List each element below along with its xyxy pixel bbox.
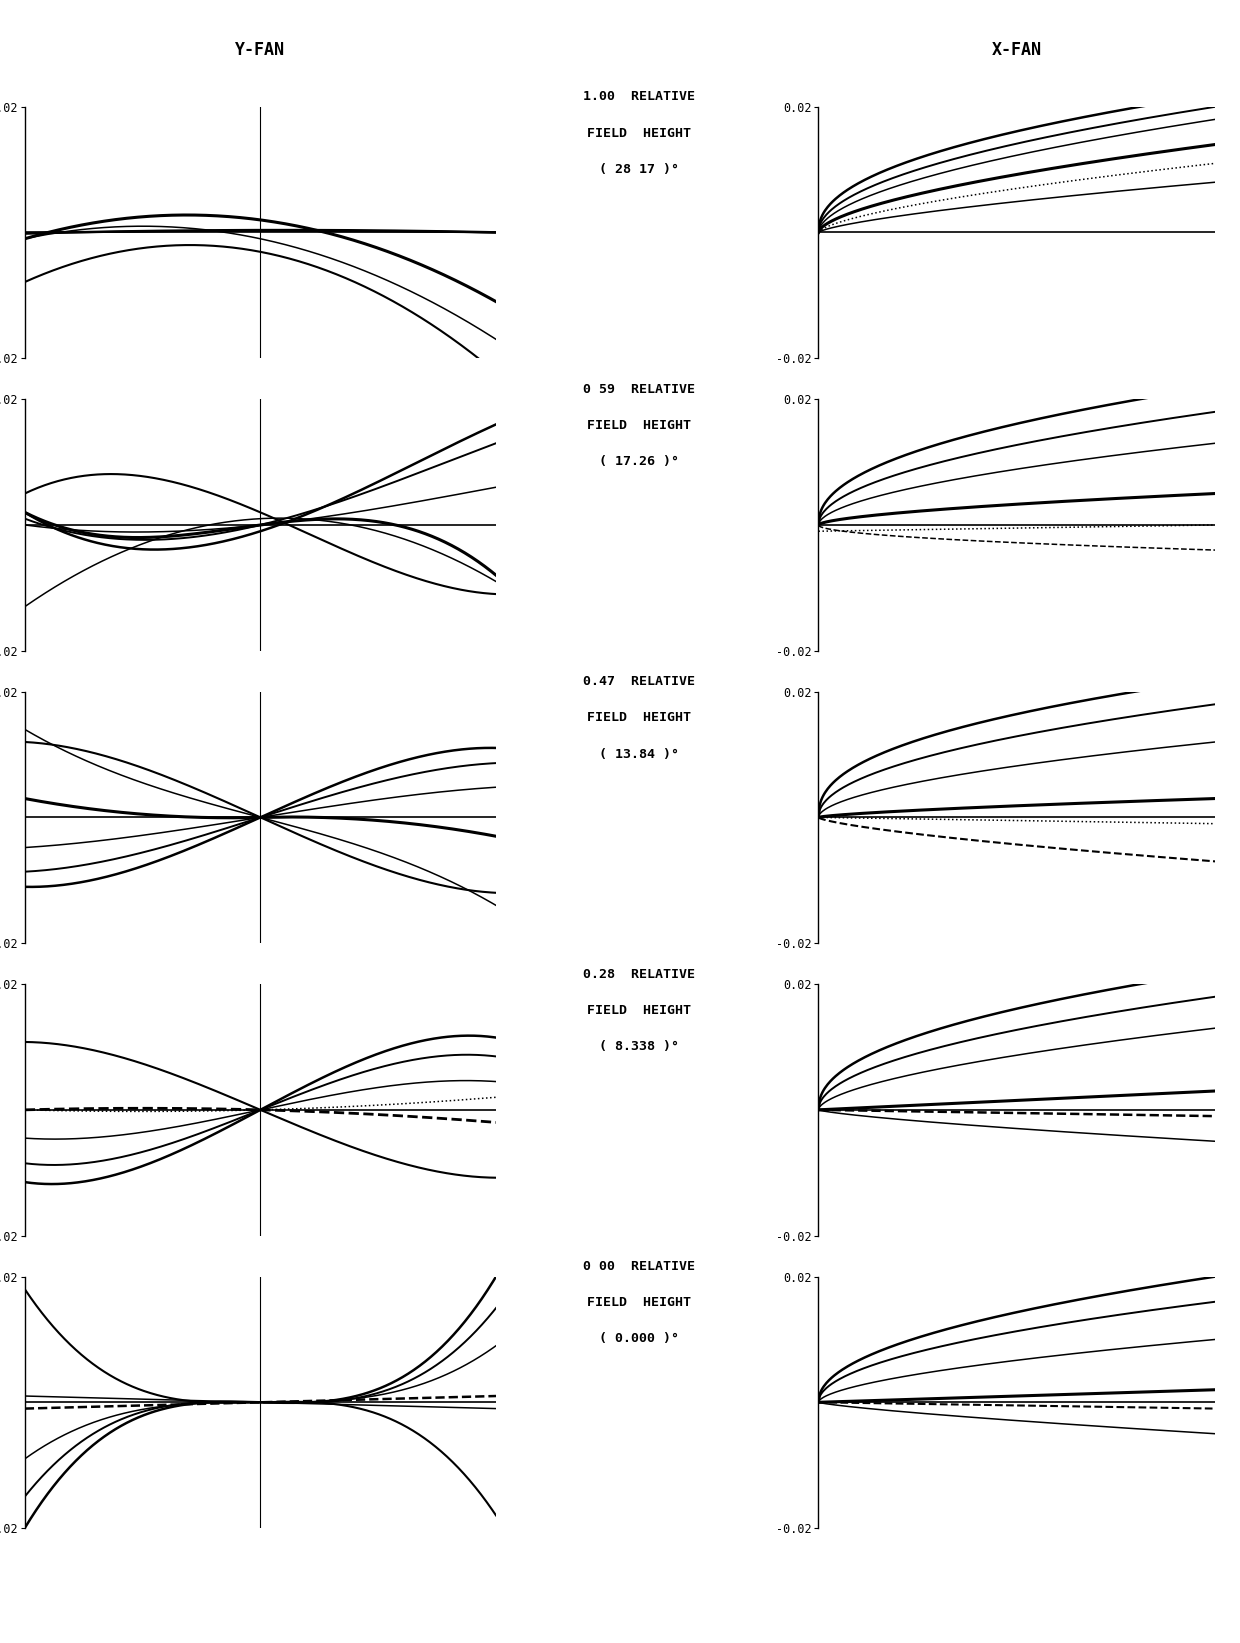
Text: 0.47  RELATIVE: 0.47 RELATIVE xyxy=(583,675,694,688)
Text: FIELD  HEIGHT: FIELD HEIGHT xyxy=(587,711,691,725)
Text: ( 8.338 )°: ( 8.338 )° xyxy=(599,1040,678,1053)
Text: FIELD  HEIGHT: FIELD HEIGHT xyxy=(587,1004,691,1017)
Text: FIELD  HEIGHT: FIELD HEIGHT xyxy=(587,1296,691,1309)
Text: ( 0.000 )°: ( 0.000 )° xyxy=(599,1332,678,1346)
Text: Y-FAN: Y-FAN xyxy=(236,41,285,59)
Text: ( 13.84 )°: ( 13.84 )° xyxy=(599,748,678,761)
Text: 1.00  RELATIVE: 1.00 RELATIVE xyxy=(583,90,694,104)
Text: FIELD  HEIGHT: FIELD HEIGHT xyxy=(587,419,691,432)
Text: ( 28 17 )°: ( 28 17 )° xyxy=(599,163,678,176)
Text: 0 00  RELATIVE: 0 00 RELATIVE xyxy=(583,1260,694,1273)
Text: ( 17.26 )°: ( 17.26 )° xyxy=(599,455,678,468)
Text: 0.28  RELATIVE: 0.28 RELATIVE xyxy=(583,968,694,981)
Text: FIELD  HEIGHT: FIELD HEIGHT xyxy=(587,127,691,140)
Text: X-FAN: X-FAN xyxy=(992,41,1042,59)
Text: 0 59  RELATIVE: 0 59 RELATIVE xyxy=(583,383,694,396)
